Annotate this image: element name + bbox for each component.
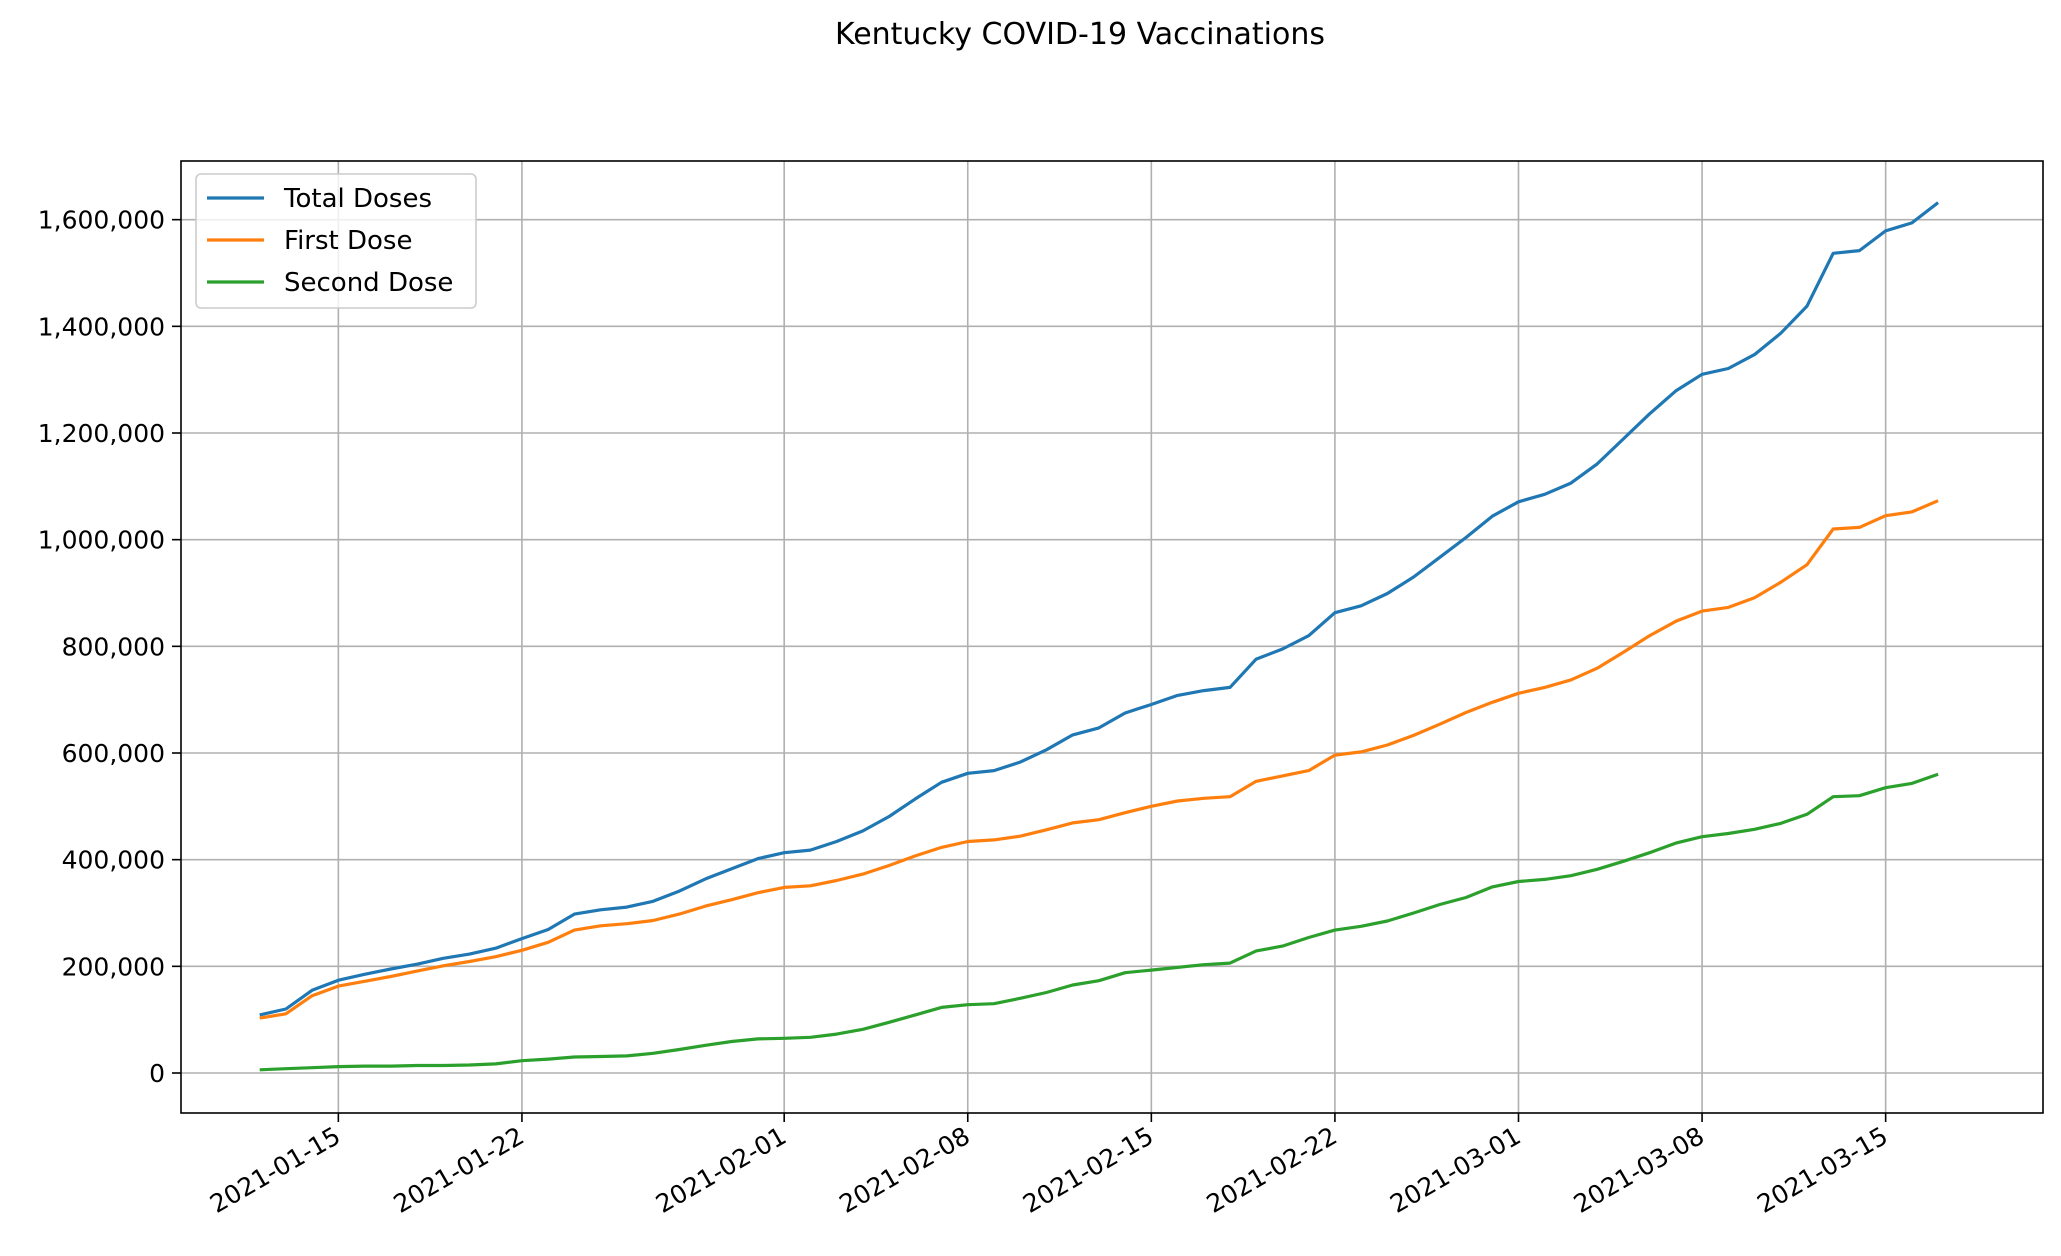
x-tick-label: 2021-02-08 xyxy=(834,1121,974,1219)
x-tick-label: 2021-01-22 xyxy=(389,1121,529,1219)
y-tick-label: 1,600,000 xyxy=(38,206,165,235)
legend-label: First Dose xyxy=(284,226,412,256)
y-tick-label: 1,000,000 xyxy=(38,526,165,555)
x-tick-label: 2021-02-01 xyxy=(651,1121,791,1219)
y-tick-label: 0 xyxy=(149,1059,165,1088)
x-tick-label: 2021-03-15 xyxy=(1752,1121,1892,1219)
gridlines xyxy=(181,161,2043,1113)
x-tick-label: 2021-02-15 xyxy=(1018,1121,1158,1219)
series-line xyxy=(259,201,1940,1017)
y-tick-label: 200,000 xyxy=(62,952,165,981)
y-tick-label: 400,000 xyxy=(62,846,165,875)
x-axis: 2021-01-15 2021-01-22 2021-02-01 2021-02-08… xyxy=(205,1113,1893,1219)
y-tick-label: 800,000 xyxy=(62,632,165,661)
chart-title: Kentucky COVID-19 Vaccinations xyxy=(835,17,1325,52)
y-tick-label: 1,200,000 xyxy=(38,419,165,448)
x-tick-label: 2021-02-22 xyxy=(1202,1121,1342,1219)
y-tick-label: 600,000 xyxy=(62,739,165,768)
series-lines xyxy=(259,201,1940,1072)
y-tick-label: 1,400,000 xyxy=(38,312,165,341)
series-line xyxy=(259,772,1939,1072)
x-tick-label: 2021-01-15 xyxy=(205,1121,345,1219)
legend-label: Second Dose xyxy=(284,268,453,298)
x-tick-label: 2021-03-08 xyxy=(1569,1121,1709,1219)
plot-frame xyxy=(180,160,2044,1114)
y-axis: 0 200,000 400,000 600,000 800,000 1,000,000 1,… xyxy=(38,206,181,1088)
x-tick-label: 2021-03-01 xyxy=(1385,1121,1525,1219)
legend-label: Total Doses xyxy=(283,184,432,214)
legend: Total Doses First Dose Second Dose xyxy=(195,173,477,309)
legend-box xyxy=(195,173,477,309)
series-line xyxy=(259,499,1939,1020)
